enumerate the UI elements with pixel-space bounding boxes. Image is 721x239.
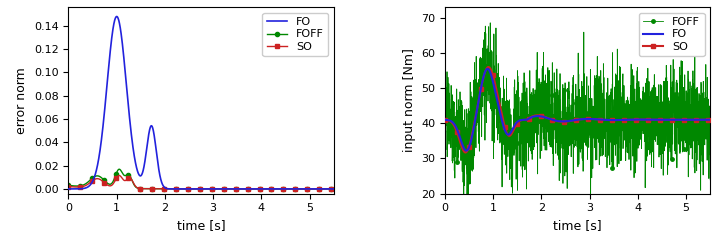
SO <box>441 119 449 121</box>
FOFF <box>706 178 715 181</box>
FO <box>706 118 715 121</box>
Legend: FO, FOFF, SO: FO, FOFF, SO <box>262 13 328 56</box>
FO <box>329 188 338 190</box>
SO <box>484 65 492 68</box>
SO <box>273 187 282 190</box>
FO <box>699 118 707 121</box>
FOFF <box>570 146 578 149</box>
FOFF <box>193 187 202 190</box>
FOFF <box>586 216 595 219</box>
SO <box>78 185 87 188</box>
Y-axis label: input norm [Nm]: input norm [Nm] <box>402 49 415 152</box>
FOFF <box>322 187 330 190</box>
FO <box>650 118 658 121</box>
FOFF <box>322 187 330 190</box>
FO <box>273 188 282 190</box>
FOFF <box>562 111 571 114</box>
SO <box>699 118 707 121</box>
FOFF <box>78 184 87 187</box>
FO <box>322 188 330 190</box>
FOFF <box>486 22 495 24</box>
FOFF <box>186 187 195 190</box>
SO <box>322 187 330 190</box>
FO <box>193 187 202 190</box>
FO <box>112 15 121 18</box>
FO <box>570 119 578 122</box>
FO <box>483 67 492 70</box>
FO <box>186 187 195 190</box>
SO <box>699 118 707 121</box>
FOFF <box>329 187 338 190</box>
Y-axis label: error norm: error norm <box>15 67 28 134</box>
SO <box>322 187 330 190</box>
Line: SO: SO <box>443 65 712 154</box>
SO <box>115 174 123 177</box>
FOFF <box>454 115 463 118</box>
SO <box>570 119 578 122</box>
FOFF <box>115 168 123 171</box>
FO <box>322 188 330 190</box>
Line: FO: FO <box>68 16 334 189</box>
Line: SO: SO <box>66 174 336 191</box>
FO <box>441 118 449 121</box>
Line: FO: FO <box>445 69 710 151</box>
SO <box>650 118 658 121</box>
Legend: FOFF, FO, SO: FOFF, FO, SO <box>639 13 704 56</box>
SO <box>563 120 572 123</box>
SO <box>461 151 470 154</box>
FO <box>78 187 87 190</box>
FOFF <box>699 152 707 154</box>
FO <box>64 187 73 190</box>
X-axis label: time [s]: time [s] <box>177 219 226 232</box>
FO <box>462 149 471 152</box>
SO <box>454 136 463 138</box>
FOFF <box>441 114 449 117</box>
SO <box>329 187 338 190</box>
FOFF <box>64 184 73 187</box>
Line: FOFF: FOFF <box>66 167 336 191</box>
SO <box>193 187 202 190</box>
X-axis label: time [s]: time [s] <box>553 219 602 232</box>
SO <box>64 185 73 188</box>
FO <box>699 118 707 121</box>
FOFF <box>650 134 658 136</box>
FO <box>563 120 572 123</box>
FOFF <box>273 187 282 190</box>
Line: FOFF: FOFF <box>443 21 712 219</box>
SO <box>186 187 195 190</box>
FO <box>454 132 463 135</box>
SO <box>706 118 715 121</box>
FOFF <box>699 159 707 162</box>
